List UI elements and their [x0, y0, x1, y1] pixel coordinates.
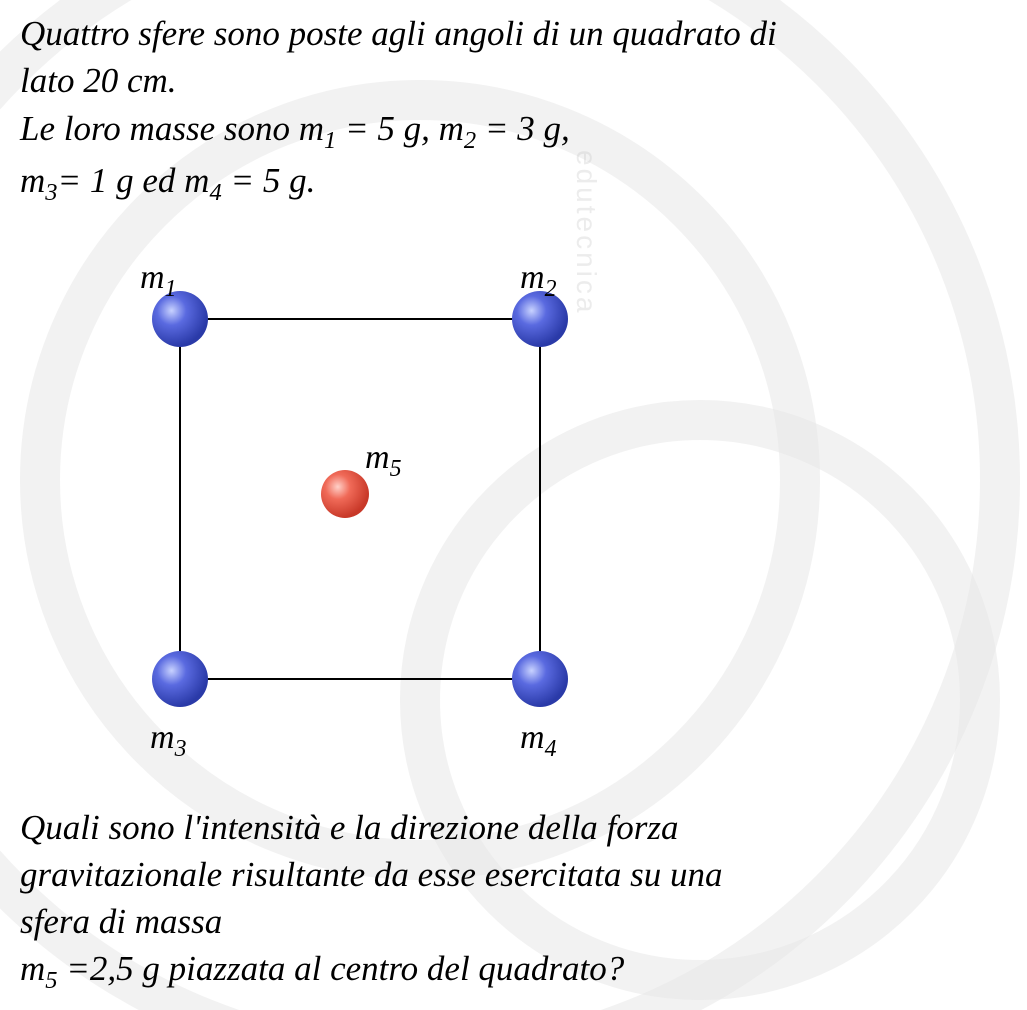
line1: Quattro sfere sono poste agli angoli di … [20, 10, 1007, 57]
q-line2: gravitazionale risultante da esse eserci… [20, 851, 1007, 898]
sphere-m5 [321, 470, 369, 518]
mass-label-m5: m5 [365, 439, 401, 483]
line3: Le loro masse sono m1 = 5 g, m2 = 3 g, [20, 105, 1007, 157]
sphere-m4 [512, 651, 568, 707]
diagram-svg [80, 239, 680, 799]
q-line1: Quali sono l'intensità e la direzione de… [20, 804, 1007, 851]
problem-text-top: Quattro sfere sono poste agli angoli di … [20, 10, 1007, 209]
mass-label-m1: m1 [140, 259, 176, 303]
mass-label-m2: m2 [520, 259, 556, 303]
line4: m3= 1 g ed m4 = 5 g. [20, 157, 1007, 209]
mass-label-m4: m4 [520, 719, 556, 763]
q-line3: sfera di massa [20, 898, 1007, 945]
question-text: Quali sono l'intensità e la direzione de… [20, 804, 1007, 998]
q-line4: m5 =2,5 g piazzata al centro del quadrat… [20, 945, 1007, 997]
sphere-m3 [152, 651, 208, 707]
mass-label-m3: m3 [150, 719, 186, 763]
line2: lato 20 cm. [20, 57, 1007, 104]
diagram: m1 m2 m3 m4 m5 [80, 239, 680, 799]
